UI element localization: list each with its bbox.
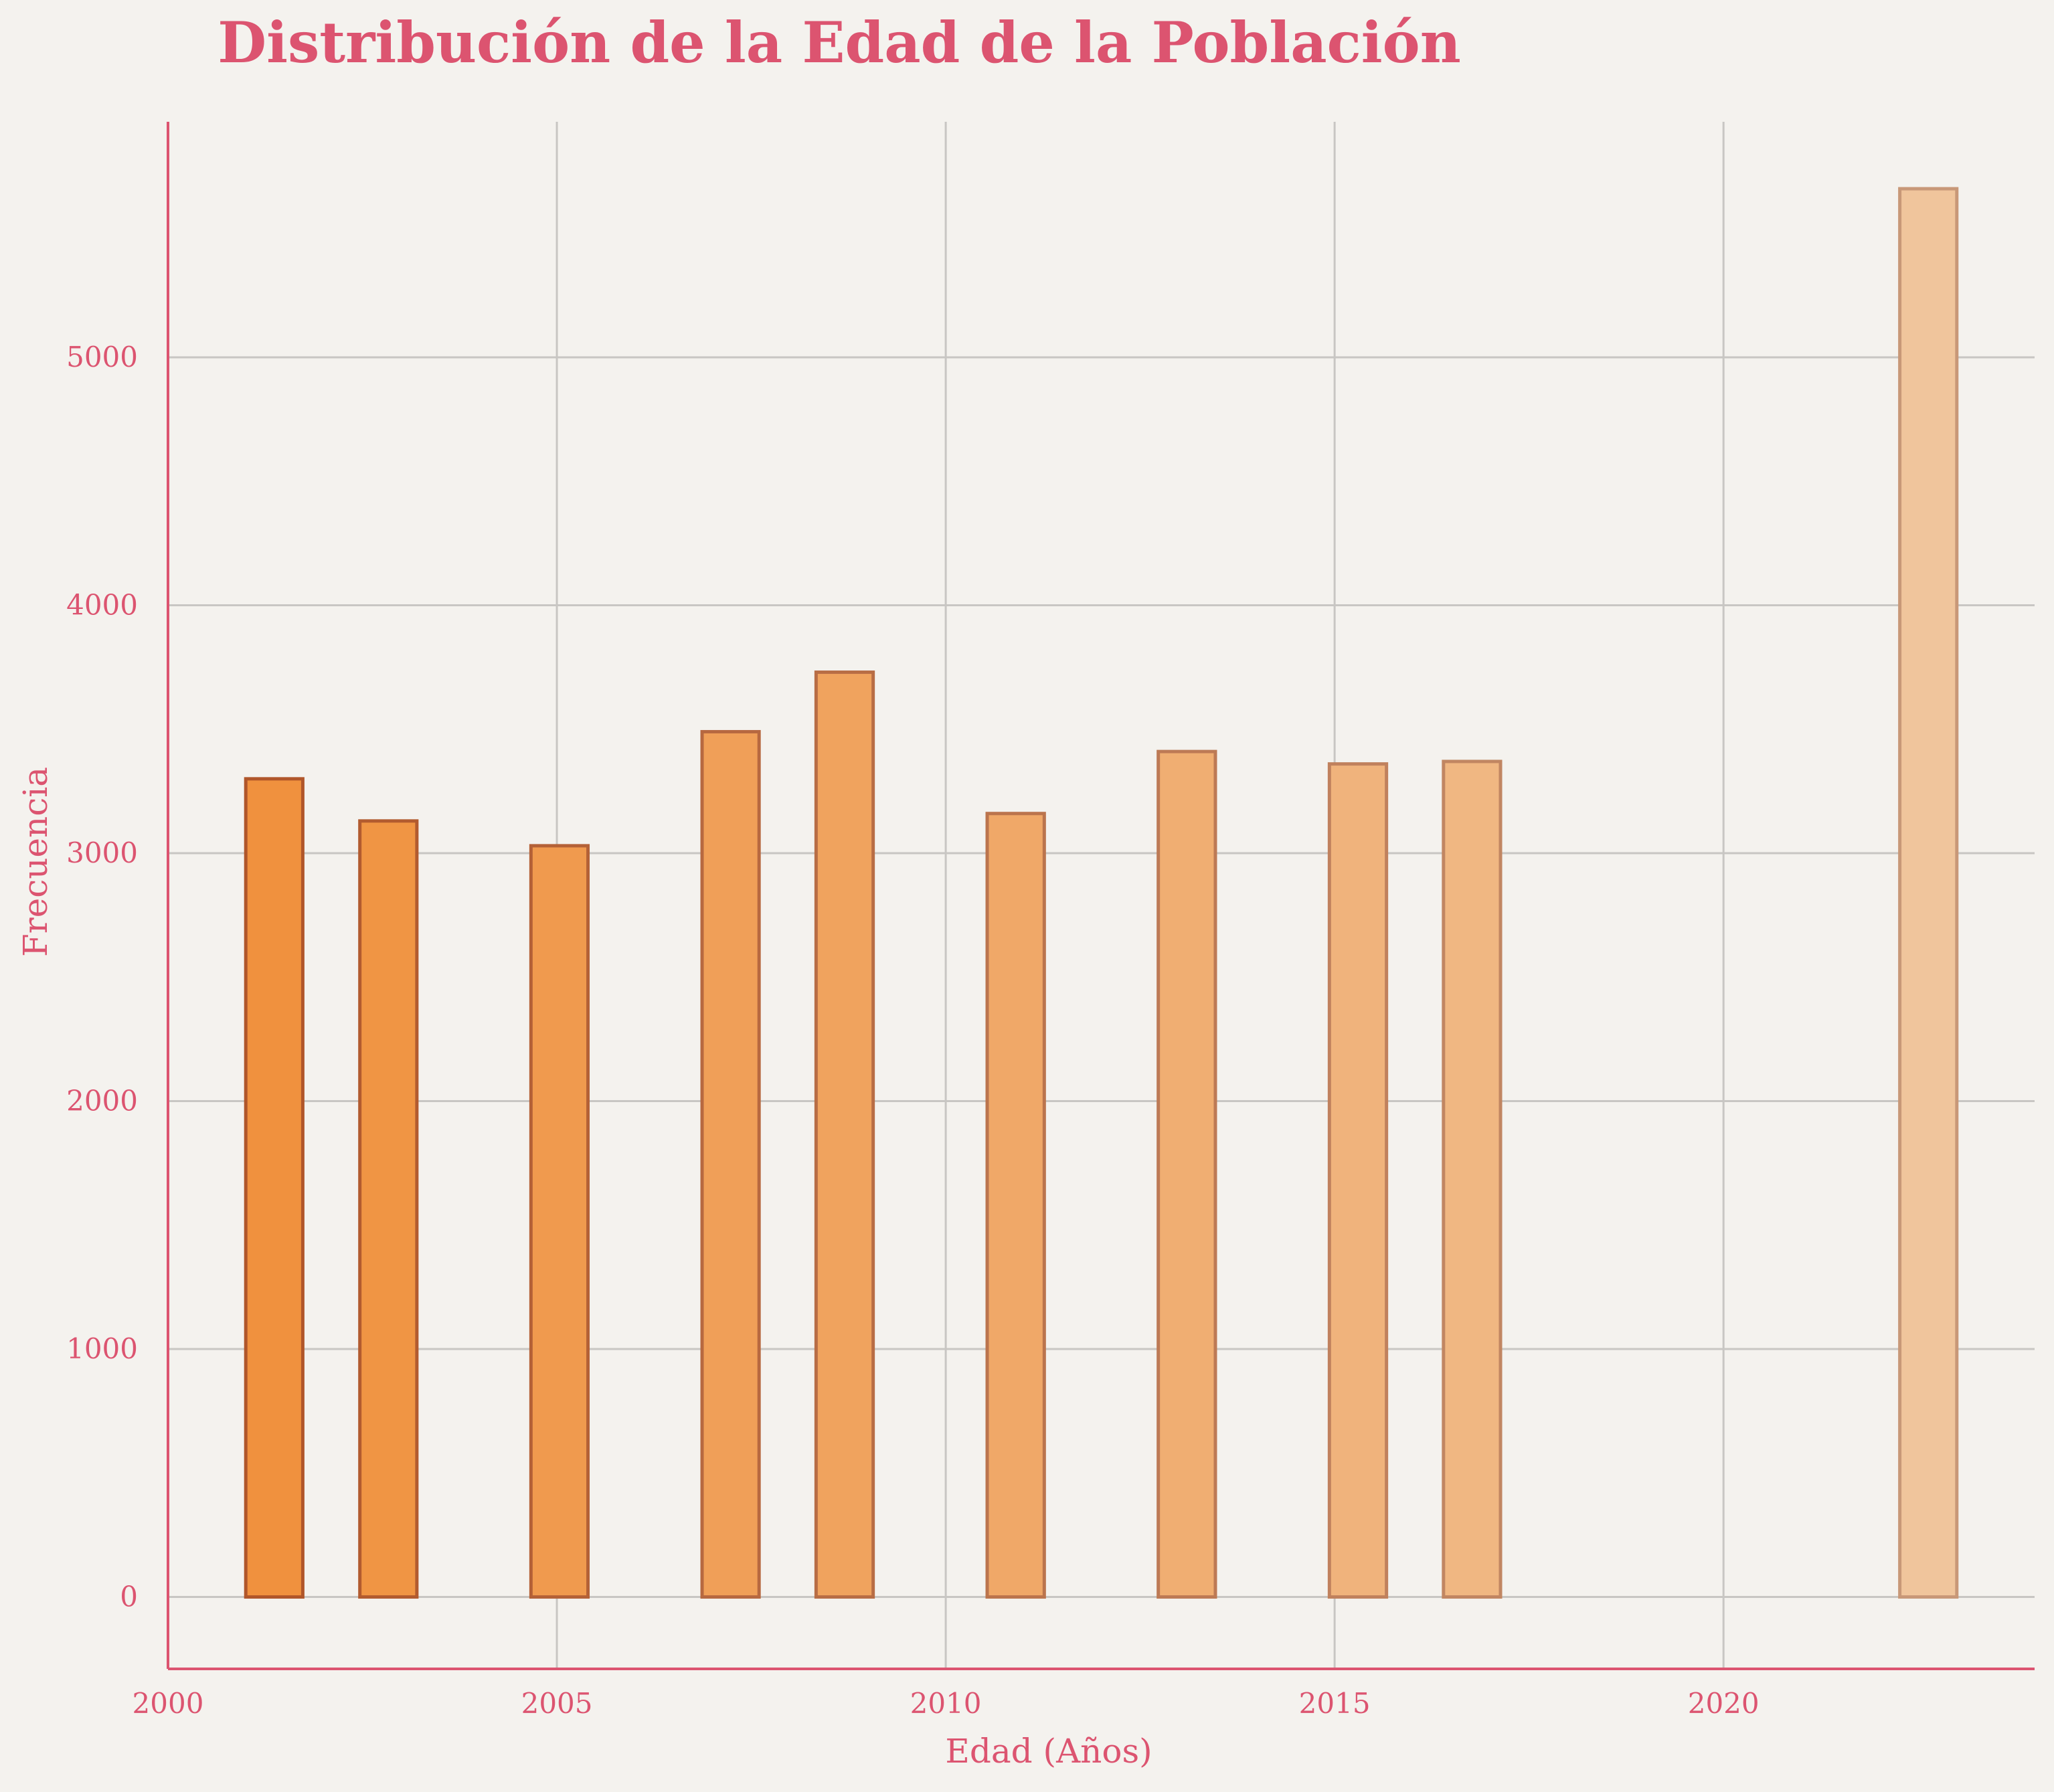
histogram-bar (1327, 762, 1389, 1599)
ticks-layer: 2000 2005 2010 2015 2020 0 1000 2000 3000 4000 500… (66, 341, 1760, 1720)
x-tick-label: 2020 (1688, 1687, 1760, 1720)
x-tick-label: 2015 (1299, 1687, 1371, 1720)
x-tick-label: 2000 (133, 1687, 204, 1720)
x-tick-label: 2005 (521, 1687, 593, 1720)
y-tick-label: 0 (120, 1581, 138, 1613)
x-axis-label: Edad (Años) (945, 1732, 1152, 1771)
y-tick-label: 4000 (66, 589, 138, 622)
grid-layer (167, 122, 2035, 1669)
histogram-bar (700, 729, 761, 1599)
y-tick-label: 5000 (66, 341, 138, 373)
chart-title: Distribución de la Edad de la Población (218, 9, 1461, 76)
bars-layer (244, 187, 1959, 1599)
histogram-bar (529, 844, 590, 1599)
axes-layer (167, 122, 2035, 1670)
histogram-bar (1898, 187, 1959, 1599)
y-tick-label: 1000 (66, 1332, 138, 1365)
y-tick-label: 3000 (66, 836, 138, 869)
histogram-bar (814, 670, 875, 1599)
histogram-bar (358, 819, 419, 1599)
histogram-bar (1157, 749, 1217, 1599)
x-tick-label: 2010 (910, 1687, 982, 1720)
histogram-bar (985, 812, 1046, 1599)
histogram-bar (244, 777, 305, 1599)
y-axis-label: Frecuencia (16, 767, 55, 957)
histogram-bar (1442, 759, 1503, 1599)
y-tick-label: 2000 (66, 1085, 138, 1117)
